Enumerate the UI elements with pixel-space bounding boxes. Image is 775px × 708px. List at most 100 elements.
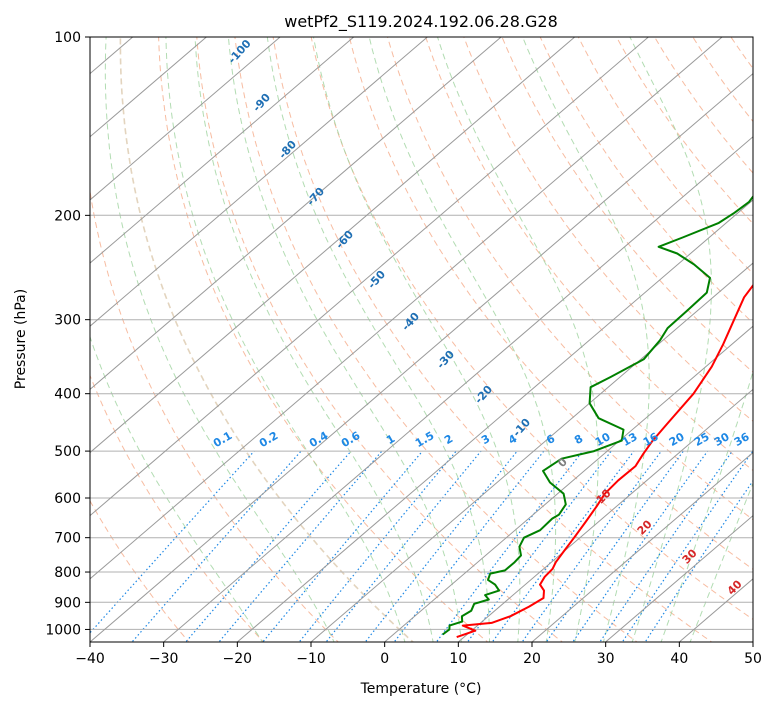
dry-adiabat-line [769, 37, 775, 644]
dry-adiabat-line [387, 37, 753, 521]
x-tick-label: −10 [296, 651, 326, 667]
y-tick-label: 500 [54, 444, 81, 460]
moist-adiabat-line [660, 369, 753, 642]
isotherm-line [236, 199, 753, 642]
y-tick-label: 600 [54, 491, 81, 507]
moist-adiabat-line [689, 481, 753, 642]
isotherm-line [90, 37, 502, 391]
isotherm-line [90, 37, 723, 580]
grid-group [90, 37, 753, 642]
isotherm-line [752, 641, 753, 642]
y-axis-ticks: 100 200 300 400 500 600 700 800 900 1000 [45, 30, 90, 638]
y-tick-label: 100 [54, 30, 81, 46]
temperature-line [456, 283, 753, 639]
dewpoint-line [442, 194, 753, 636]
dry-adiabat-line [692, 37, 753, 123]
mixing-ratio-label: 0.6 [339, 429, 363, 450]
dry-adiabat-line [90, 188, 339, 642]
isotherm-line [90, 37, 650, 517]
dry-adiabat-label: -80 [276, 138, 299, 162]
mixing-ratio-line [599, 450, 733, 642]
profile-lines-group [442, 194, 753, 639]
mixing-ratio-label: 16 [641, 430, 661, 449]
isotherm-line [457, 388, 753, 642]
mixing-ratio-line [185, 450, 352, 642]
mixing-ratio-label: 1.5 [413, 429, 436, 450]
x-axis-title: Temperature (°C) [360, 681, 482, 697]
moist-adiabat-line [227, 37, 462, 642]
isotherm-line [90, 37, 208, 138]
dry-adiabat-line [463, 37, 753, 422]
x-tick-label: 20 [523, 651, 541, 667]
mixing-ratio-line [131, 450, 302, 642]
dry-adiabat-label: -20 [472, 383, 495, 407]
moist-adiabat-line [313, 37, 521, 642]
isotherm-line [90, 37, 429, 327]
moist-adiabat-line [104, 37, 335, 642]
dry-adiabat-label: -50 [365, 268, 388, 292]
mixing-ratio-line [364, 450, 518, 642]
dry-adiabat-line [196, 37, 564, 642]
mixing-ratio-line [435, 450, 584, 642]
dry-adiabat-line [90, 374, 265, 642]
moist-adiabat-label: 40 [725, 577, 745, 597]
mixing-ratio-line [644, 479, 753, 642]
isotherm-line [383, 325, 753, 642]
moist-adiabat-line [629, 37, 712, 642]
mixing-ratio-label: 1 [384, 432, 397, 447]
x-tick-label: 30 [597, 651, 615, 667]
mixing-ratio-line [491, 450, 635, 642]
dry-adiabat-line [272, 37, 713, 642]
mixing-ratio-label: 20 [667, 430, 687, 449]
dry-adiabat-line [501, 37, 753, 373]
isotherm-line [90, 37, 355, 264]
mixing-ratio-label: 0.1 [211, 429, 234, 450]
y-axis-title: Pressure (hPa) [13, 289, 29, 389]
mixing-ratio-label: 2 [442, 432, 455, 447]
mixing-ratio-label: 8 [572, 432, 585, 447]
mixing-ratio-lines-group [90, 450, 753, 642]
dry-adiabat-label: -70 [304, 185, 327, 209]
mixing-ratio-line [621, 450, 753, 642]
dry-adiabat-line [425, 37, 753, 472]
mixing-ratio-line [218, 450, 383, 642]
x-tick-label: 50 [744, 651, 762, 667]
chart-title: wetPf2_S119.2024.192.06.28.G28 [284, 12, 558, 32]
isotherm-line [310, 262, 753, 642]
mixing-ratio-label: 30 [712, 430, 732, 449]
dry-adiabat-label: -40 [399, 310, 422, 334]
y-tick-label: 400 [54, 387, 81, 403]
y-tick-label: 300 [54, 313, 81, 329]
mixing-ratio-line [298, 450, 457, 642]
x-tick-label: −30 [149, 651, 179, 667]
isotherm-line [90, 37, 576, 454]
x-tick-label: −20 [223, 651, 253, 667]
mixing-ratio-label: 0.4 [307, 429, 331, 450]
mixing-ratio-label: 25 [692, 430, 712, 449]
dry-adiabat-line [577, 37, 753, 275]
mixing-ratio-line [572, 450, 709, 642]
dry-adiabat-line [348, 37, 753, 570]
mixing-ratio-line [545, 450, 684, 642]
isotherm-line [531, 451, 753, 642]
dry-adiabat-line [234, 37, 638, 642]
x-tick-label: −40 [75, 651, 105, 667]
y-tick-label: 900 [54, 595, 81, 611]
x-tick-label: 40 [670, 651, 688, 667]
y-tick-label: 1000 [45, 622, 81, 638]
y-tick-label: 700 [54, 531, 81, 547]
mixing-ratio-line [393, 450, 545, 642]
mixing-ratio-line [466, 450, 612, 642]
x-axis-ticks: −40 −30 −20 −10 0 10 20 30 40 50 [75, 642, 762, 667]
mixing-ratio-label: 36 [732, 430, 752, 449]
dry-adiabat-line [539, 37, 753, 324]
x-tick-label: 0 [380, 651, 389, 667]
isotherm-line [90, 72, 753, 642]
isotherm-line [90, 37, 281, 201]
moist-adiabat-line [437, 37, 599, 642]
isotherm-line [604, 514, 753, 642]
mixing-ratio-line [90, 450, 255, 634]
dry-adiabat-label: -30 [434, 348, 457, 372]
moist-adiabat-label: 20 [635, 517, 655, 537]
